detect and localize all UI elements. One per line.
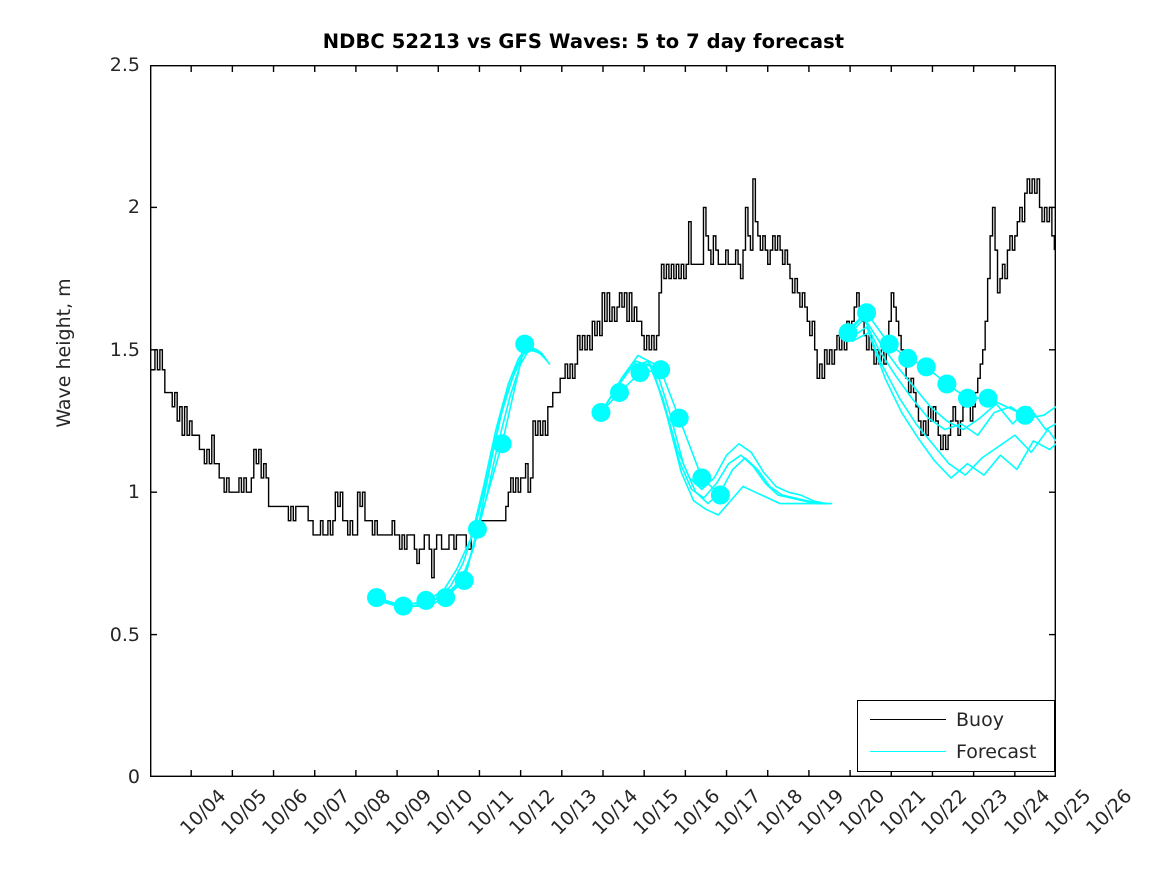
legend: Buoy Forecast	[857, 700, 1055, 772]
y-tick-label: 2.5	[109, 54, 140, 76]
x-tick-label: 10/04	[176, 785, 231, 840]
y-tick-label: 0.5	[109, 623, 140, 646]
legend-row-buoy: Buoy	[858, 705, 1056, 735]
x-tick-label: 10/15	[629, 785, 684, 840]
x-tick-label: 10/11	[464, 785, 519, 840]
x-tick-label: 10/26	[1082, 785, 1137, 840]
x-tick-label: 10/10	[423, 785, 478, 840]
y-tick-label: 1.5	[109, 338, 140, 361]
x-tick-label: 10/23	[958, 785, 1013, 840]
x-tick-label: 10/08	[340, 785, 396, 840]
legend-row-forecast: Forecast	[858, 737, 1056, 767]
x-tick-label: 10/06	[258, 785, 313, 840]
plot-area	[150, 65, 1056, 777]
chart-title: NDBC 52213 vs GFS Waves: 5 to 7 day fore…	[322, 30, 845, 53]
x-tick-label: 10/13	[546, 785, 601, 840]
series-buoy	[150, 178, 1056, 579]
x-tick-label: 10/21	[876, 785, 931, 840]
x-tick-label: 10/07	[299, 785, 354, 840]
legend-line-forecast-icon	[870, 751, 946, 752]
y-tick-label: 1	[127, 481, 140, 504]
plot-canvas	[150, 65, 1056, 777]
x-tick-label: 10/18	[752, 785, 807, 840]
x-tick-label: 10/16	[670, 785, 725, 840]
x-tick-label: 10/24	[999, 785, 1054, 840]
x-tick-label: 10/25	[1040, 785, 1096, 840]
x-tick-label: 10/20	[834, 785, 890, 840]
legend-label-forecast: Forecast	[956, 741, 1037, 763]
x-tick-label: 10/19	[793, 785, 849, 840]
y-tick-label: 2	[127, 196, 140, 219]
legend-line-buoy-icon	[870, 719, 946, 720]
x-tick-label: 10/14	[587, 785, 643, 840]
x-tick-label: 10/17	[711, 785, 766, 840]
x-tick-label: 10/12	[505, 785, 560, 840]
x-tick-label: 10/09	[381, 785, 437, 840]
x-tick-label: 10/05	[217, 785, 272, 840]
series-forecast-lines	[371, 314, 1056, 607]
legend-label-buoy: Buoy	[956, 709, 1004, 731]
y-tick-label: 0	[127, 766, 140, 788]
y-axis-label: Wave height, m	[53, 278, 75, 428]
x-tick-label: 10/22	[917, 785, 972, 840]
series-forecast-markers	[367, 303, 1035, 616]
